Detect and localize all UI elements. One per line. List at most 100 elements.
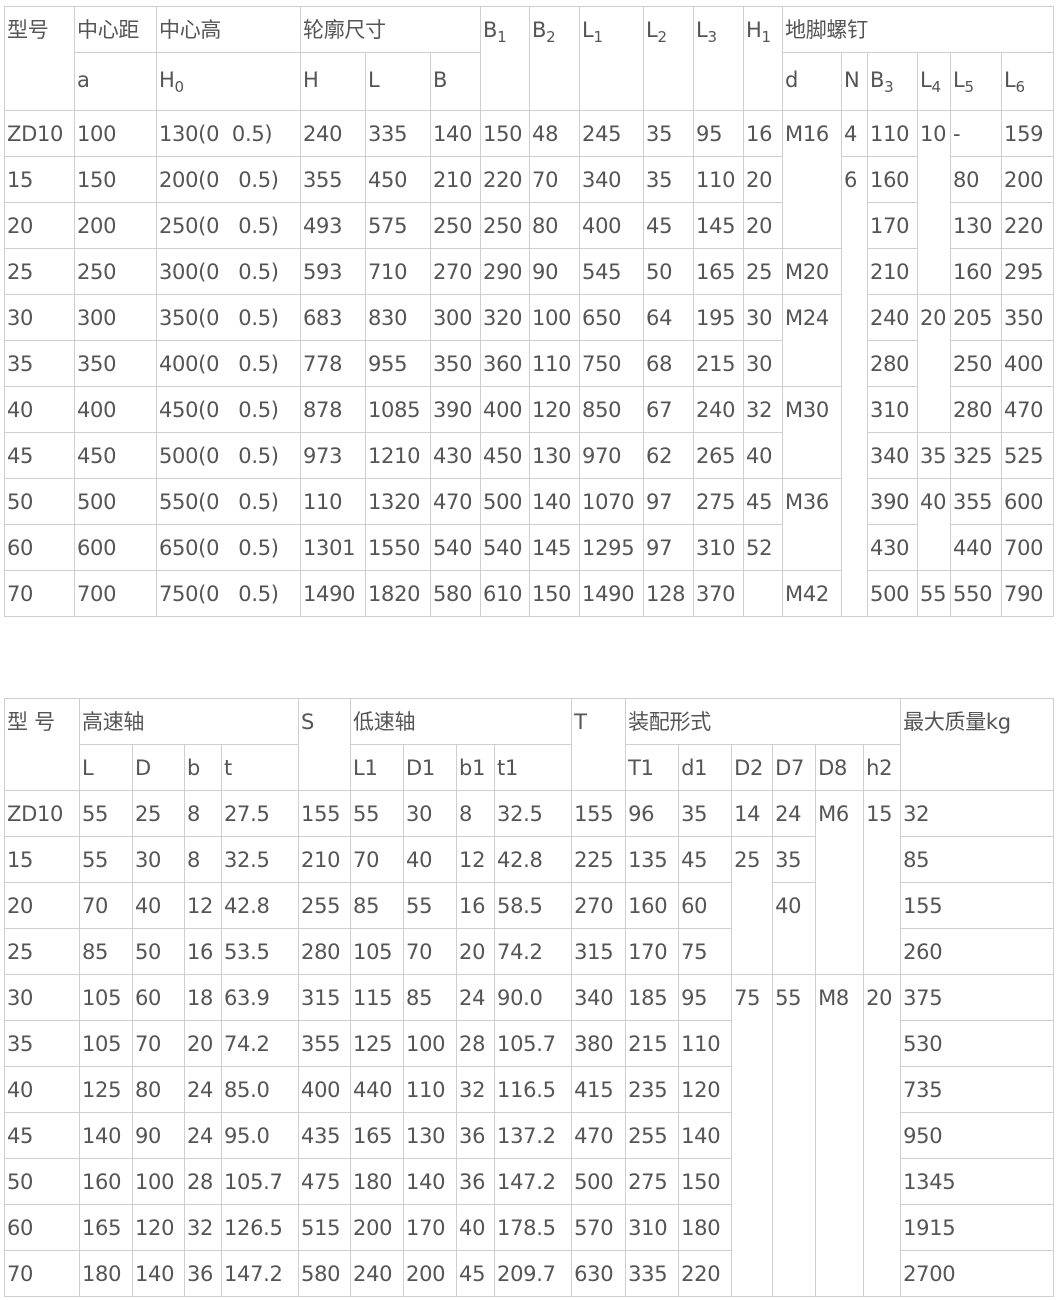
value-cell: 275 — [625, 1158, 680, 1205]
value-cell: 24 — [456, 974, 496, 1021]
value-cell: 650 — [579, 294, 645, 341]
value-cell: 235 — [625, 1066, 680, 1113]
value-cell: 145 — [693, 202, 745, 249]
value-cell: 97 — [643, 478, 695, 525]
value-cell: 315 — [571, 928, 627, 975]
value-cell: 1210 — [365, 432, 431, 479]
value-cell: 60 — [132, 974, 185, 1021]
value-cell: M20 — [782, 248, 843, 295]
value-cell: 150 — [529, 570, 581, 617]
column-header: D1 — [403, 744, 458, 791]
value-cell: 320 — [480, 294, 531, 341]
header-subscript: 0 — [174, 78, 185, 96]
column-header: L5 — [950, 52, 1003, 111]
value-cell: 250(0 0.5) — [156, 202, 301, 249]
model-cell: 15 — [4, 156, 75, 203]
value-cell: 200 — [403, 1250, 458, 1297]
value-cell: 24 — [184, 1066, 222, 1113]
value-cell: 45 — [643, 202, 695, 249]
value-cell: 250 — [429, 202, 482, 249]
value-cell: 20 — [184, 1020, 222, 1067]
value-cell: 40 — [403, 836, 458, 883]
header-label: 低速轴 — [353, 710, 416, 734]
value-cell: 42.8 — [220, 882, 300, 929]
value-cell: 20 — [743, 202, 784, 249]
value-cell: 260 — [900, 928, 1055, 975]
value-cell: 120 — [529, 386, 581, 433]
header-subscript: 4 — [931, 78, 941, 96]
value-cell: 155 — [298, 790, 352, 837]
table-row: 50 500 550(0 0.5) 110 1320 470 500 140 1070 97 275… — [4, 478, 1055, 571]
value-cell: 155 — [571, 790, 627, 837]
column-header: h2 — [863, 744, 902, 791]
value-cell: 315 — [298, 974, 352, 1021]
value-cell: 115 — [350, 974, 405, 1021]
value-cell: 8 — [456, 790, 496, 837]
column-header: 中心高 — [156, 6, 301, 53]
header-label: D — [135, 756, 151, 780]
value-cell: 170 — [403, 1204, 458, 1251]
value-cell: 130 — [950, 202, 1003, 249]
value-cell: 195 — [693, 294, 745, 341]
value-cell: 96 — [625, 790, 680, 837]
value-cell: 575 — [365, 202, 431, 249]
header-label: D8 — [818, 756, 848, 780]
value-cell: 100 — [132, 1158, 185, 1205]
value-cell: 20 — [743, 156, 784, 203]
value-cell: 110 — [403, 1066, 458, 1113]
column-header: b — [184, 744, 222, 791]
column-header: D2 — [731, 744, 774, 791]
value-cell: 200 — [1001, 156, 1055, 203]
value-cell: 40 — [743, 432, 784, 479]
header-label: H — [159, 68, 175, 92]
value-cell: 450(0 0.5) — [156, 386, 301, 433]
value-cell: 178.5 — [494, 1204, 573, 1251]
value-cell: 110 — [678, 1020, 733, 1067]
value-cell — [743, 570, 784, 617]
value-cell: 55 — [917, 570, 952, 617]
table-row: 45 450 500(0 0.5) 973 1210 430 450 130 970 62 265 4… — [4, 432, 1055, 479]
column-header: D8 — [815, 744, 865, 791]
column-header: B3 — [867, 52, 919, 111]
model-cell: ZD10 — [4, 790, 80, 837]
value-cell: 350 — [74, 340, 157, 387]
column-header: 低速轴 — [350, 698, 573, 745]
header-label: T — [574, 710, 587, 734]
value-cell: 32 — [456, 1066, 496, 1113]
header-label: L1 — [353, 756, 378, 780]
header-label: B — [532, 18, 547, 42]
value-cell: 700 — [1001, 524, 1055, 571]
value-cell: 370 — [693, 570, 745, 617]
column-header: B2 — [529, 6, 581, 111]
value-cell: 440 — [950, 524, 1003, 571]
value-cell: 200 — [74, 202, 157, 249]
column-header: t1 — [494, 744, 573, 791]
model-cell: 60 — [4, 524, 75, 571]
value-cell: 830 — [365, 294, 431, 341]
value-cell: 130(0 0.5) — [156, 110, 301, 157]
value-cell: 970 — [579, 432, 645, 479]
value-cell: 570 — [571, 1204, 627, 1251]
value-cell: 650(0 0.5) — [156, 524, 301, 571]
header-label: a — [77, 68, 90, 92]
value-cell: 55 — [403, 882, 458, 929]
value-cell: 105.7 — [220, 1158, 300, 1205]
header-label: L — [953, 68, 965, 92]
header-label: t1 — [497, 756, 519, 780]
header-subscript: 2 — [546, 28, 556, 46]
model-cell: 25 — [4, 928, 80, 975]
header-label: 装配形式 — [628, 710, 711, 734]
value-cell: 45 — [743, 478, 784, 525]
value-cell: 220 — [1001, 202, 1055, 249]
value-cell: 240 — [350, 1250, 405, 1297]
value-cell: 105 — [79, 1020, 133, 1067]
value-cell: 50 — [643, 248, 695, 295]
header-label: 型 号 — [7, 710, 55, 734]
table-row: 70 180 140 36 147.2 580 240 200 45 209.7 630 335 220… — [4, 1250, 1055, 1297]
value-cell: 205 — [950, 294, 1003, 341]
column-header: T — [571, 698, 627, 791]
model-cell: 45 — [4, 432, 75, 479]
column-header: L4 — [917, 52, 952, 111]
value-cell: 493 — [300, 202, 366, 249]
